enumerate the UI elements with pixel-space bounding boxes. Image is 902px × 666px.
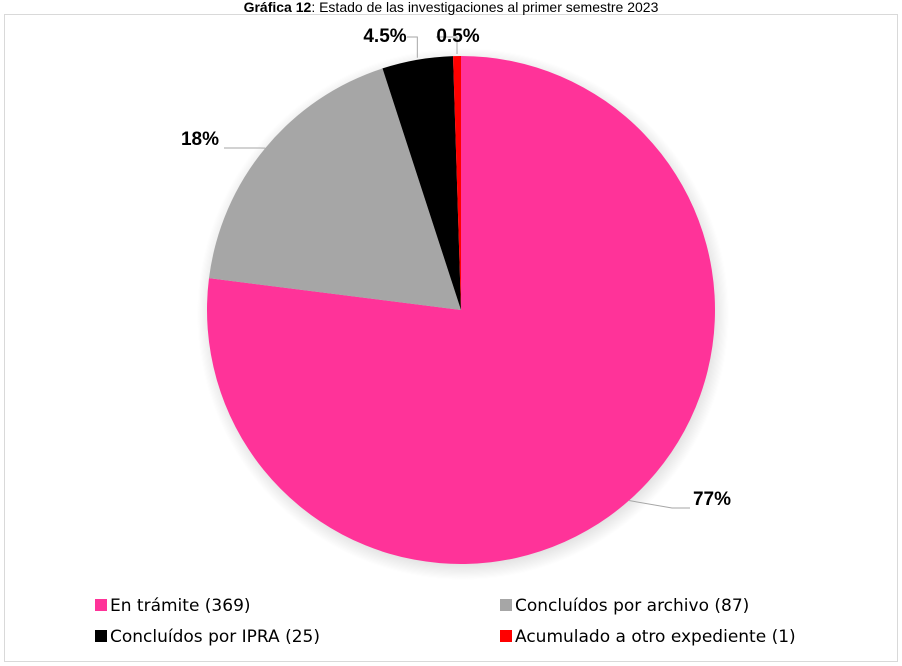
legend-label: En trámite (369) (110, 596, 251, 616)
pie-slice (382, 56, 461, 310)
leader-line (407, 36, 418, 58)
legend-swatch (500, 599, 512, 611)
legend-swatch (500, 630, 512, 642)
pie-slice (453, 56, 461, 310)
data-label: 0.5% (436, 26, 479, 47)
leader-line (628, 500, 690, 509)
data-label: 18% (181, 129, 219, 150)
legend-label: Acumulado a otro expediente (1) (515, 627, 796, 647)
data-label: 4.5% (363, 26, 406, 47)
pie-slice (209, 68, 461, 311)
legend-label: Concluídos por archivo (87) (515, 596, 749, 616)
legend-swatch (95, 630, 107, 642)
leader-line (436, 36, 458, 55)
data-label: 77% (693, 489, 731, 510)
title-rest: : Estado de las investigaciones al prime… (311, 0, 658, 15)
chart-title: Gráfica 12: Estado de las investigacione… (244, 0, 659, 15)
legend-swatch (95, 599, 107, 611)
title-bold: Gráfica 12 (244, 0, 312, 15)
legend-label: Concluídos por IPRA (25) (110, 627, 320, 647)
